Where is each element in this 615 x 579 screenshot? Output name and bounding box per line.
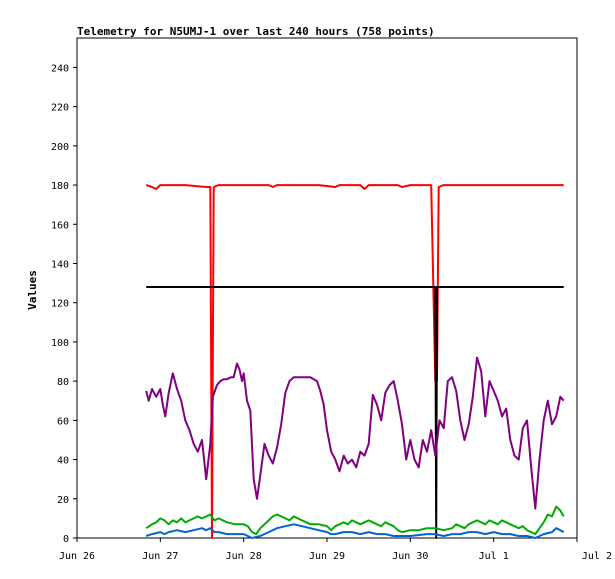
- series-line-2: [146, 286, 564, 539]
- x-tick-label: Jun 30: [392, 551, 428, 562]
- y-tick-label: 80: [57, 377, 69, 388]
- y-tick-label: 200: [51, 142, 69, 153]
- series-line-1: [145, 184, 564, 539]
- y-tick-label: 40: [57, 456, 69, 467]
- series-line-5: [145, 523, 565, 539]
- x-tick-label: Jun 29: [309, 551, 345, 562]
- y-tick-label: 100: [51, 338, 69, 349]
- y-tick-label: 120: [51, 299, 69, 310]
- x-axis: Jun 26 Jun 27 Jun 28 Jun 29 Jun 30 Jul 1 Jul 2: [59, 538, 612, 562]
- x-tick-label: Jul 2: [582, 551, 612, 562]
- y-tick-label: 20: [57, 495, 69, 506]
- series-layer: [145, 184, 565, 539]
- x-tick-label: Jun 26: [59, 551, 95, 562]
- chart-title: Telemetry for N5UMJ-1 over last 240 hour…: [77, 25, 435, 38]
- y-tick-label: 180: [51, 181, 69, 192]
- x-tick-label: Jul 1: [479, 551, 509, 562]
- y-tick-label: 0: [63, 534, 69, 545]
- y-tick-label: 60: [57, 416, 69, 427]
- series-line-3: [145, 356, 565, 510]
- y-tick-label: 140: [51, 259, 69, 270]
- series-line-4: [145, 505, 565, 536]
- y-tick-label: 160: [51, 220, 69, 231]
- x-tick-label: Jun 27: [142, 551, 178, 562]
- x-tick-label: Jun 28: [226, 551, 262, 562]
- y-tick-label: 240: [51, 63, 69, 74]
- y-axis-label: Values: [26, 270, 39, 310]
- y-tick-label: 220: [51, 103, 69, 114]
- y-axis: 0 20 40 60 80 100 120 140 160 180 200 220 240: [51, 63, 77, 545]
